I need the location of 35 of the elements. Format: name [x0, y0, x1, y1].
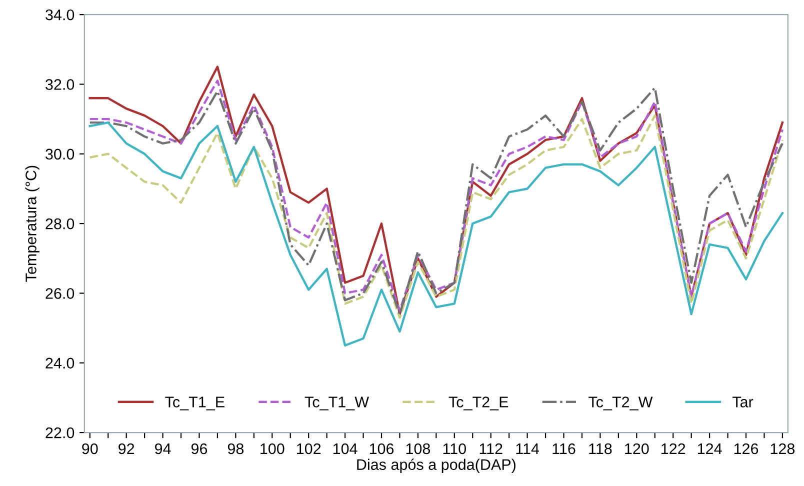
- y-tick-label: 30.0: [46, 148, 74, 160]
- y-tick-label: 24.0: [46, 358, 74, 369]
- x-tick-label: 116: [552, 443, 576, 454]
- y-axis-title: Temperatura (°C): [25, 166, 40, 282]
- y-tick-label: 28.0: [46, 218, 74, 230]
- x-tick-label: 104: [333, 443, 358, 454]
- legend-label: Tc_T2_E: [448, 396, 508, 410]
- x-axis-title: Dias após a poda(DAP): [357, 458, 516, 474]
- x-tick-label: 122: [662, 443, 686, 454]
- y-tick-label: 34.0: [46, 9, 74, 20]
- x-tick-label: 102: [297, 443, 321, 454]
- y-tick-label: 26.0: [46, 288, 74, 299]
- y-tick-label: 22.0: [46, 427, 74, 438]
- x-tick-label: 124: [698, 443, 722, 454]
- legend-label: Tc_T1_E: [165, 396, 224, 410]
- y-tick-label: 32.0: [46, 79, 74, 90]
- line-series: [88, 121, 784, 347]
- x-tick-label: 118: [589, 443, 612, 454]
- x-tick-label: 90: [82, 443, 98, 454]
- x-tick-label: 112: [480, 443, 502, 454]
- legend-label: Tar: [732, 396, 754, 408]
- x-tick-label: 108: [406, 443, 430, 454]
- x-tick-label: 120: [625, 443, 649, 454]
- x-tick-label: 126: [734, 443, 758, 454]
- legend-label: Tc_T2_W: [588, 396, 653, 410]
- x-tick-label: 98: [228, 443, 244, 454]
- x-tick-label: 94: [155, 443, 171, 454]
- x-tick-label: 110: [443, 443, 466, 454]
- x-tick-label: 96: [191, 443, 208, 454]
- x-tick-label: 128: [770, 443, 795, 454]
- x-tick-label: 92: [118, 443, 134, 454]
- legend-label: Tc_T1_W: [304, 396, 369, 410]
- x-tick-label: 114: [516, 444, 540, 454]
- x-tick-label: 106: [370, 443, 394, 454]
- x-tick-label: 100: [260, 443, 284, 454]
